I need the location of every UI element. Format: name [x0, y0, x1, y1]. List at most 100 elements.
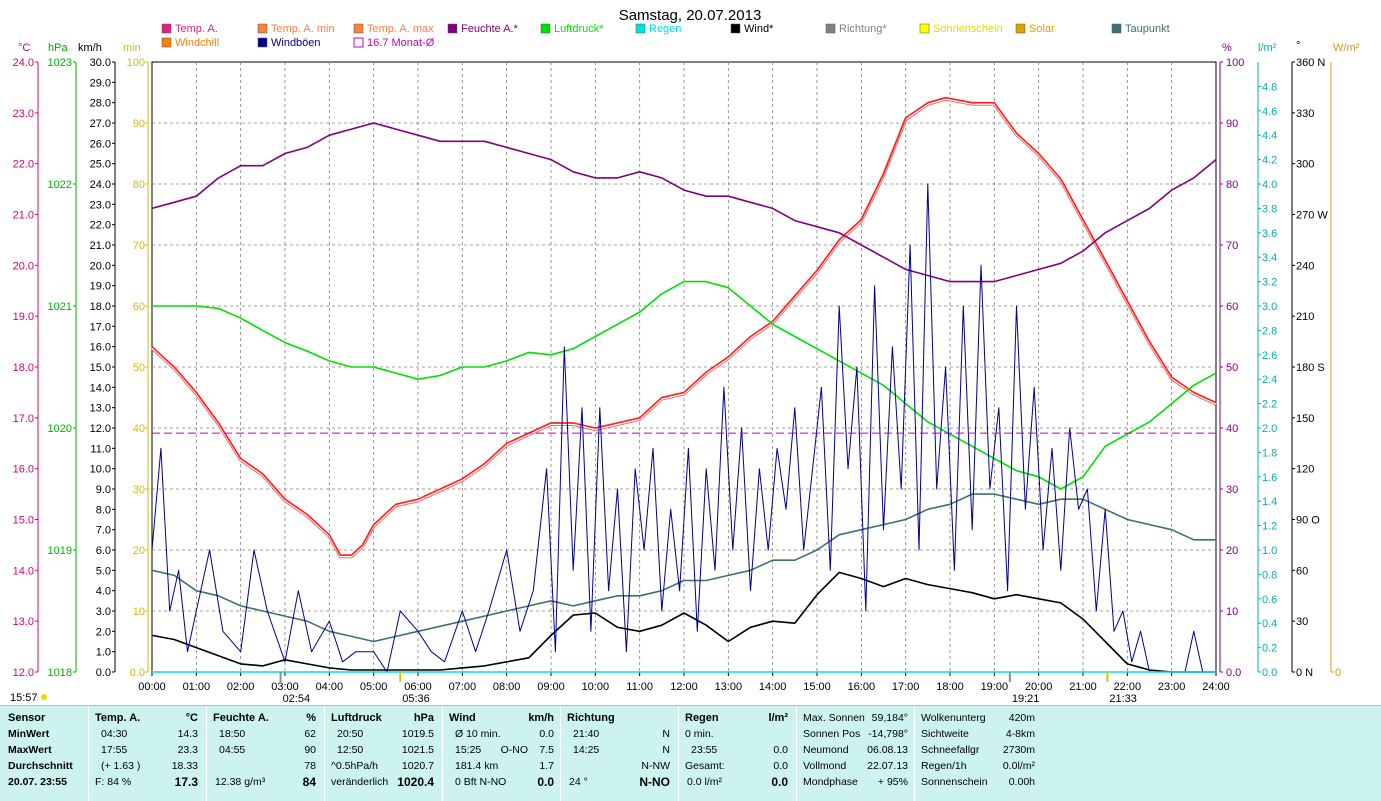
axis-label-percent: 80 — [1226, 179, 1238, 191]
misc-label-sunshine: Sonnenschein — [921, 776, 988, 788]
axis-label-kmh: 11.0 — [90, 443, 111, 455]
feuchte-unit: % — [306, 712, 316, 724]
luftdruck-trend: ^0.5hPa/h — [331, 760, 378, 772]
axis-label-kmh: 7.0 — [96, 525, 111, 537]
axis-label-kmh: 16.0 — [90, 342, 111, 354]
axis-label-kmh: 1.0 — [96, 647, 111, 659]
legend-label: Windböen — [271, 37, 321, 49]
astro-section: Max. Sonnen Sonnen Pos Neumond Vollmond … — [796, 706, 914, 801]
astro-value-moon-phase: + 95% — [877, 776, 908, 788]
axis-label-hpa: 1020 — [48, 423, 72, 435]
axis-label-lm2: 1.6 — [1262, 472, 1277, 484]
axis-label-lm2: 2.2 — [1262, 399, 1277, 411]
richtung-current-value: N-NO — [639, 775, 670, 789]
axis-label-kmh: 18.0 — [90, 301, 111, 313]
axis-label-hpa: 1023 — [48, 57, 72, 69]
axis-label-percent: 50 — [1226, 362, 1238, 374]
axis-label-celsius: 15.0 — [13, 515, 34, 527]
x-tick-label: 19:00 — [981, 681, 1009, 693]
temp-max-time: 17:55 — [101, 744, 128, 756]
legend-label: Temp. A. — [175, 23, 218, 35]
axis-label-percent: 10 — [1226, 606, 1238, 618]
axis-label-celsius: 22.0 — [13, 159, 34, 171]
wind-distance: 181.4 km — [455, 760, 499, 772]
axis-label-min: 80 — [133, 179, 145, 191]
axis-header-percent: % — [1222, 42, 1232, 54]
regen-header: Regen — [685, 712, 719, 724]
legend-swatch — [730, 23, 741, 34]
wind-avg10-value: 0.0 — [539, 728, 554, 740]
axis-label-kmh: 3.0 — [96, 606, 111, 618]
axis-label-kmh: 26.0 — [90, 138, 111, 150]
x-tick-label: 12:00 — [670, 681, 698, 693]
x-tick-label: 07:00 — [449, 681, 477, 693]
axis-label-kmh: 17.0 — [90, 321, 111, 333]
luftdruck-max-value: 1021.5 — [401, 744, 434, 756]
axis-label-lm2: 3.4 — [1262, 252, 1277, 264]
richtung-max-time: 14:25 — [573, 744, 600, 756]
axis-label-min: 40 — [133, 423, 145, 435]
axis-label-kmh: 20.0 — [90, 260, 111, 272]
axis-label-celsius: 20.0 — [13, 260, 34, 272]
axis-label-degree: 60 — [1296, 565, 1308, 577]
x-tick-label: 17:00 — [892, 681, 920, 693]
axis-label-lm2: 2.6 — [1262, 350, 1277, 362]
axis-label-hpa: 1018 — [48, 667, 72, 679]
legend-label: Regen — [649, 23, 681, 35]
feuchte-current-value: 84 — [302, 775, 316, 789]
legend-label: Windchill — [175, 37, 219, 49]
legend-swatch — [1015, 23, 1026, 34]
series-taupunkt — [151, 493, 1216, 643]
axis-label-lm2: 0.8 — [1262, 569, 1277, 581]
temp-min-value: 14.3 — [177, 728, 198, 740]
axis-label-kmh: 21.0 — [90, 240, 111, 252]
luftdruck-tendency: veränderlich — [331, 776, 389, 788]
regen-unit: l/m² — [768, 712, 788, 724]
axis-label-lm2: 0.0 — [1262, 667, 1277, 679]
richtung-max-value: N — [662, 744, 670, 756]
legend-label: Sonnenschein — [933, 23, 1003, 35]
axis-label-celsius: 17.0 — [13, 413, 34, 425]
sensor-section: Sensor MinWert MaxWert Durchschnitt 20.0… — [0, 706, 87, 801]
marker-label-moon: 02:54 — [283, 693, 311, 705]
richtung-min-time: 21:40 — [573, 728, 600, 740]
astro-value-full-moon: 22.07.13 — [867, 760, 908, 772]
axis-label-lm2: 2.4 — [1262, 374, 1277, 386]
misc-value-cloud-base: 420m — [1008, 712, 1035, 724]
chart-bottom-left-time: 15:57 — [10, 692, 38, 704]
axis-label-percent: 0.0 — [1226, 667, 1241, 679]
astro-value-new-moon: 06.08.13 — [867, 744, 908, 756]
legend-swatch — [540, 23, 551, 34]
axis-header-min: min — [123, 42, 141, 54]
astro-label-max-sun: Max. Sonnen — [803, 712, 865, 724]
axis-label-kmh: 19.0 — [90, 281, 111, 293]
axis-header-celsius: °C — [18, 42, 30, 54]
axis-label-lm2: 4.2 — [1262, 155, 1277, 167]
legend-label: Feuchte A.* — [461, 23, 519, 35]
weather-chart: Samstag, 20.07.2013 Temp. A. Temp. A. min… — [10, 7, 1360, 705]
temp-min-time: 04:30 — [101, 728, 128, 740]
wind-max-direction: O-NO — [500, 744, 528, 756]
astro-label-new-moon: Neumond — [803, 744, 849, 756]
marker-label-moonset: 19:21 — [1012, 693, 1040, 705]
axis-label-kmh: 13.0 — [90, 403, 111, 415]
axis-label-kmh: 29.0 — [90, 77, 111, 89]
axis-label-kmh: 8.0 — [96, 504, 111, 516]
legend-swatch — [635, 23, 646, 34]
luftdruck-min-time: 20:50 — [337, 728, 364, 740]
feuchte-max-time: 04:55 — [219, 744, 246, 756]
x-tick-label: 01:00 — [183, 681, 211, 693]
x-tick-label: 00:00 — [138, 681, 166, 693]
legend-label: Solar — [1029, 23, 1055, 35]
wind-beaufort: 0 Bft N-NO — [455, 776, 507, 788]
axis-label-kmh: 27.0 — [90, 118, 111, 130]
axis-label-hpa: 1021 — [48, 301, 72, 313]
legend-swatch — [161, 23, 172, 34]
axis-label-lm2: 4.8 — [1262, 81, 1277, 93]
axis-header-hpa: hPa — [48, 42, 68, 54]
axis-label-lm2: 3.8 — [1262, 203, 1277, 215]
axis-label-lm2: 3.6 — [1262, 228, 1277, 240]
x-tick-label: 22:00 — [1114, 681, 1142, 693]
legend-label: Luftdruck* — [554, 23, 604, 35]
axis-label-kmh: 12.0 — [90, 423, 111, 435]
